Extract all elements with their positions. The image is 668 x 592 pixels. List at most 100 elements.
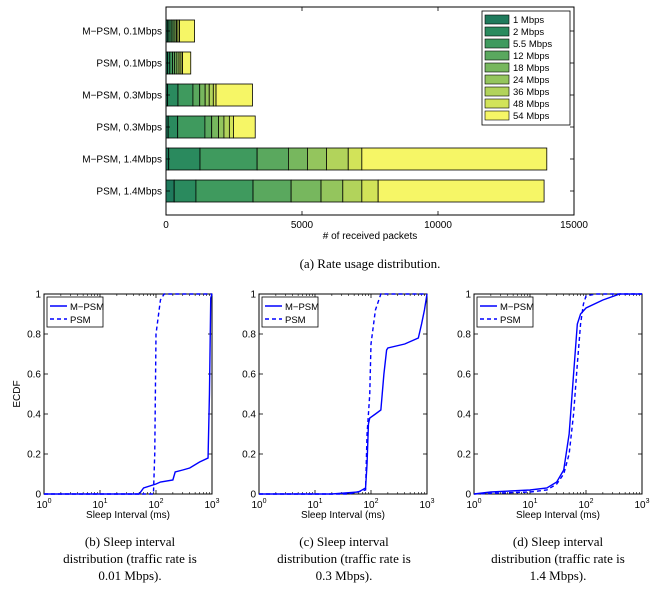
svg-text:0.01 Mbps).: 0.01 Mbps). <box>98 568 161 583</box>
x-tick-label: 5000 <box>291 220 314 231</box>
x-tick-label: 102 <box>148 498 163 511</box>
y-tick-label: 0.4 <box>457 410 471 421</box>
bar-segment <box>208 83 214 107</box>
ecdf-chart-b: 0 0.2 0.4 0.6 0.8 1 100 101 102 103 Sleep Interval… <box>12 290 220 522</box>
legend-swatch <box>484 14 510 25</box>
x-tick-label: 101 <box>307 498 322 511</box>
bar-segment <box>233 115 256 139</box>
bar-segment <box>215 83 253 107</box>
category-label: PSM, 0.1Mbps <box>96 59 162 70</box>
x-tick-label: 103 <box>419 498 434 511</box>
y-tick-label: 1 <box>35 290 41 301</box>
bar-segment <box>287 147 308 171</box>
svg-text:distribution (traffic rate is: distribution (traffic rate is <box>63 551 197 566</box>
bar-segment <box>179 19 195 43</box>
y-tick-label: 1 <box>250 290 256 301</box>
x-axis-label: Sleep Interval (ms) <box>86 510 170 521</box>
legend-label: 12 Mbps <box>513 51 550 62</box>
category-label: M−PSM, 1.4Mbps <box>82 155 162 166</box>
bar-segment <box>192 83 201 107</box>
series-line-mpsm <box>259 293 428 495</box>
x-tick-label: 102 <box>363 498 378 511</box>
x-axis-label: Sleep Interval (ms) <box>516 510 600 521</box>
legend-swatch <box>484 38 510 49</box>
legend-label: 1 Mbps <box>513 15 544 26</box>
caption-d: (d) Sleep interval distribution (traffic… <box>491 534 625 583</box>
legend-swatch <box>484 98 510 109</box>
y-tick-label: 0.8 <box>27 330 41 341</box>
legend-label: 24 Mbps <box>513 75 550 86</box>
series-line-psm <box>259 293 427 495</box>
legend-swatch <box>484 74 510 85</box>
x-axis-label: Sleep Interval (ms) <box>301 510 385 521</box>
legend-label: M−PSM <box>285 302 319 313</box>
bar-segment <box>361 147 548 171</box>
legend-label: M−PSM <box>500 302 534 313</box>
x-tick-label: 10000 <box>424 220 452 231</box>
y-tick-label: 0 <box>465 490 471 501</box>
x-tick-label: 100 <box>36 498 51 511</box>
bar-segment <box>168 147 201 171</box>
series-line-psm <box>473 293 642 495</box>
x-tick-label: 102 <box>578 498 593 511</box>
legend-box <box>476 296 534 328</box>
legend-label: 18 Mbps <box>513 63 550 74</box>
bar-segment <box>177 83 194 107</box>
x-tick-label: 0 <box>163 220 169 231</box>
bar-segment <box>169 51 173 75</box>
bar-segment <box>342 179 363 203</box>
caption-b: (b) Sleep interval distribution (traffic… <box>63 534 197 583</box>
bar-segment <box>320 179 344 203</box>
x-tick-label: 100 <box>466 498 481 511</box>
y-tick-label: 0.8 <box>242 330 256 341</box>
svg-text:1.4 Mbps).: 1.4 Mbps). <box>530 568 587 583</box>
category-label: PSM, 0.3Mbps <box>96 123 162 134</box>
legend-label: PSM <box>285 315 306 326</box>
category-label: PSM, 1.4Mbps <box>96 187 162 198</box>
y-tick-label: 0.2 <box>457 450 471 461</box>
svg-text:distribution (traffic rate is: distribution (traffic rate is <box>277 551 411 566</box>
bar-segment <box>252 179 292 203</box>
bar-segment <box>177 115 206 139</box>
y-tick-label: 0.4 <box>27 410 41 421</box>
y-tick-label: 0.4 <box>242 410 256 421</box>
bar-segment <box>182 51 192 75</box>
svg-text:(c) Sleep interval: (c) Sleep interval <box>299 534 389 549</box>
bar-segment <box>211 115 219 139</box>
ecdf-chart-d: 0 0.2 0.4 0.6 0.8 1 100 101 102 103 Sleep Interval… <box>457 290 650 522</box>
svg-text:distribution (traffic rate is: distribution (traffic rate is <box>491 551 625 566</box>
y-axis-label: ECDF <box>12 380 23 407</box>
ecdf-chart-c: 0 0.2 0.4 0.6 0.8 1 100 101 102 103 Sleep Interval… <box>242 290 435 522</box>
legend-label: 5.5 Mbps <box>513 39 552 50</box>
legend-box <box>46 296 104 328</box>
x-tick-label: 101 <box>92 498 107 511</box>
legend-label: 2 Mbps <box>513 27 544 38</box>
bar-segment <box>361 179 379 203</box>
svg-text:0.3 Mbps).: 0.3 Mbps). <box>316 568 373 583</box>
bar-segment <box>223 115 230 139</box>
y-tick-label: 0 <box>250 490 256 501</box>
y-tick-label: 0.6 <box>242 370 256 381</box>
x-tick-label: 101 <box>522 498 537 511</box>
legend-label: 54 Mbps <box>513 111 550 122</box>
legend-box <box>261 296 319 328</box>
bar-segment <box>228 115 234 139</box>
category-label: M−PSM, 0.1Mbps <box>82 27 162 38</box>
y-tick-label: 0 <box>35 490 41 501</box>
legend-label: M−PSM <box>70 302 104 313</box>
bar-segment <box>218 115 225 139</box>
series-line-mpsm <box>44 293 213 495</box>
series-line-mpsm <box>473 293 642 495</box>
legend-label: 48 Mbps <box>513 99 550 110</box>
caption-a: (a) Rate usage distribution. <box>300 256 441 271</box>
legend-swatch <box>484 50 510 61</box>
bar-segment <box>199 83 206 107</box>
y-tick-label: 0.6 <box>457 370 471 381</box>
bar-segment <box>204 83 210 107</box>
bar-segment <box>347 147 363 171</box>
y-tick-label: 0.8 <box>457 330 471 341</box>
legend-label: PSM <box>70 315 91 326</box>
legend-swatch <box>484 110 510 121</box>
y-tick-label: 0.2 <box>27 450 41 461</box>
